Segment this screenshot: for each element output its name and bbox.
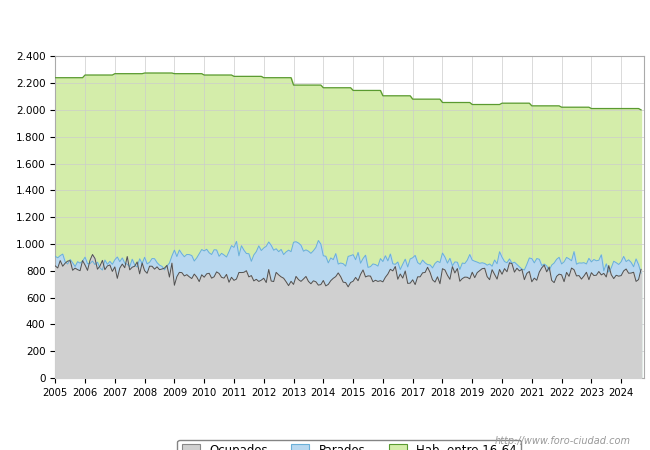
Text: Cortes - Evolucion de la poblacion en edad de Trabajar Septiembre de 2024: Cortes - Evolucion de la poblacion en ed… [48, 16, 602, 31]
Text: http://www.foro-ciudad.com: http://www.foro-ciudad.com [495, 436, 630, 446]
Legend: Ocupados, Parados, Hab. entre 16-64: Ocupados, Parados, Hab. entre 16-64 [177, 440, 521, 450]
